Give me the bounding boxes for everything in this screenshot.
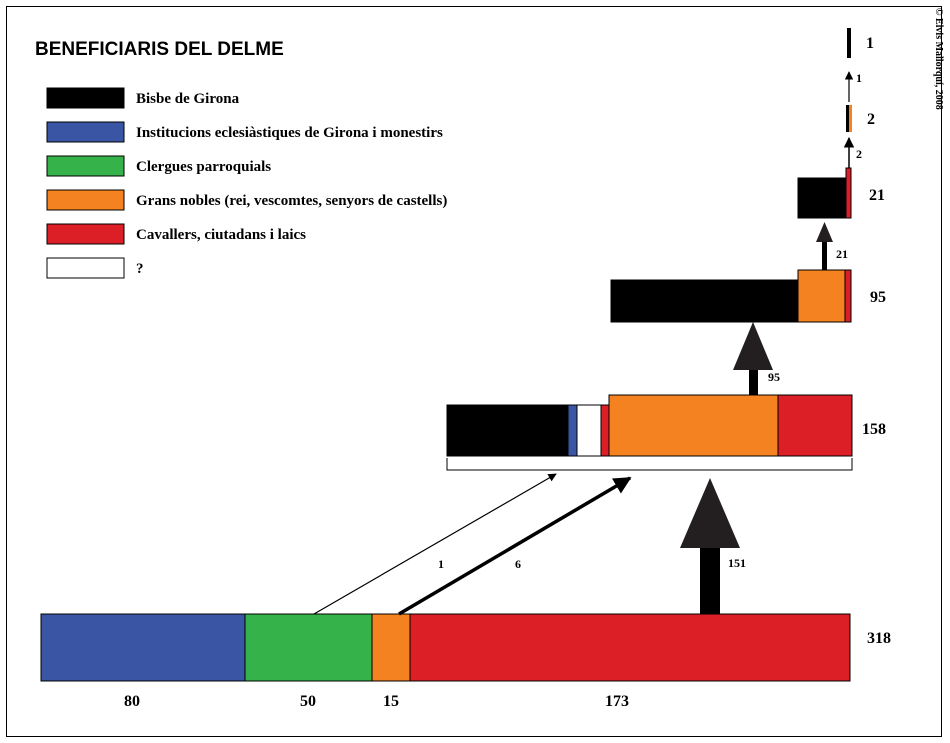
level-2-bracket	[446, 458, 853, 471]
flow-arrow-l2	[733, 322, 773, 395]
l6-total-label: 1	[866, 35, 874, 52]
flow-label-l4: 2	[856, 147, 862, 161]
l4-segment-bisbe	[797, 177, 847, 219]
flow-label-l2: 95	[768, 370, 780, 384]
flow-label-l3: 21	[836, 247, 848, 261]
legend-label-nobles: Grans nobles (rei, vescomtes, senyors de…	[136, 193, 447, 209]
l2-segment-nobles	[608, 394, 779, 457]
level-3-bar	[610, 269, 852, 323]
l2-segment-cavallers	[777, 394, 853, 457]
legend-label-clergues: Clergues parroquials	[136, 159, 271, 175]
l2-segment-bisbe	[446, 404, 569, 457]
l1-segment-label-cavallers: 173	[605, 693, 629, 710]
level-1-bar	[40, 613, 851, 682]
legend-label-bisbe: Bisbe de Girona	[136, 91, 240, 107]
legend-swatch-nobles	[46, 189, 125, 211]
l1-segment-label-clergues: 50	[300, 693, 316, 710]
diagram-title: BENEFICIARIS DEL DELME	[35, 39, 284, 60]
flow-arrow-l3	[816, 222, 833, 270]
l5-segment-nobles	[849, 105, 852, 132]
l3-segment-cavallers	[844, 269, 852, 323]
legend-swatch-clergues	[46, 155, 125, 177]
flow-label-l5: 1	[856, 71, 862, 85]
l5-segment-bisbe	[846, 105, 849, 132]
flow-arrow-clergues	[313, 473, 557, 615]
legend-swatch-bisbe	[46, 87, 125, 109]
flow-label-clergues: 1	[438, 557, 444, 571]
level-2-bar	[446, 394, 853, 457]
l2-segment-cavallers-small	[600, 404, 610, 457]
l1-segment-nobles	[371, 613, 411, 682]
flow-arrow-nobles	[398, 476, 632, 616]
diagram-frame	[6, 6, 942, 737]
l5-total-label: 2	[867, 111, 875, 128]
l2-total-label: 158	[862, 421, 886, 438]
legend-label-institucions: Institucions eclesiàstiques de Girona i …	[136, 125, 443, 141]
l1-segment-cavallers	[409, 613, 851, 682]
flow-label-nobles: 6	[515, 557, 521, 571]
l1-segment-clergues	[244, 613, 373, 682]
legend: Bisbe de Girona Institucions eclesiàstiq…	[46, 87, 447, 279]
legend-swatch-unknown	[46, 257, 125, 279]
l4-segment-cavallers	[845, 167, 852, 219]
l2-segment-unknown	[576, 404, 602, 457]
l4-total-label: 21	[869, 187, 885, 204]
l1-segment-label-institucions: 80	[124, 693, 140, 710]
l1-segment-institucions	[40, 613, 246, 682]
l1-total-label: 318	[867, 630, 891, 647]
level-5-bar	[846, 105, 852, 132]
flow-label-main: 151	[728, 556, 746, 570]
level-6-bar	[847, 28, 851, 58]
legend-label-cavallers: Cavallers, ciutadans i laics	[136, 227, 306, 243]
l3-segment-bisbe	[610, 279, 799, 323]
legend-label-unknown: ?	[136, 261, 144, 277]
level-4-bar	[797, 167, 852, 219]
legend-swatch-institucions	[46, 121, 125, 143]
l3-total-label: 95	[870, 289, 886, 306]
l1-segment-label-nobles: 15	[383, 693, 399, 710]
legend-swatch-cavallers	[46, 223, 125, 245]
copyright-text: © Elvis Mallorquí, 2008	[933, 8, 944, 110]
flow-arrow-main	[680, 478, 740, 614]
l2-segment-institucions	[567, 404, 578, 457]
l3-segment-nobles	[797, 269, 846, 323]
